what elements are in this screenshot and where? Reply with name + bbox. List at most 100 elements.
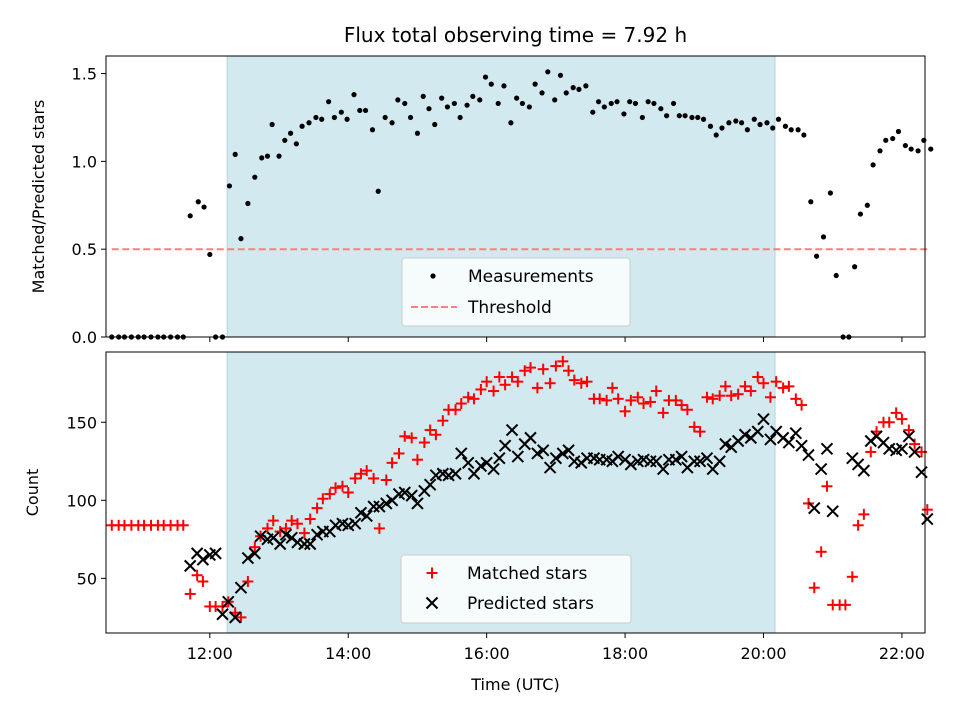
matched-star-point xyxy=(890,407,902,419)
matched-star-point xyxy=(524,362,536,374)
predicted-star-point xyxy=(209,547,222,560)
matched-star-point xyxy=(694,426,706,438)
matched-star-point xyxy=(475,383,487,395)
top-y-ticks: 0.0 0.5 1.0 1.5 xyxy=(72,65,106,347)
matched-star-point xyxy=(424,424,436,436)
measurement-point xyxy=(726,120,732,126)
matched-star-point xyxy=(324,488,336,500)
predicted-star-point xyxy=(556,447,570,460)
matched-star-point xyxy=(909,438,921,450)
matched-star-point xyxy=(544,377,556,389)
predicted-star-point xyxy=(373,500,386,513)
bottom-legend: Matched stars Predicted stars xyxy=(400,554,632,624)
predicted-star-point xyxy=(693,455,707,468)
measurement-point xyxy=(827,190,834,196)
matched-star-point xyxy=(846,571,858,583)
top-y-tick-label: 1.5 xyxy=(72,65,97,84)
predicted-star-point xyxy=(719,437,732,451)
measurement-point xyxy=(187,213,193,219)
measurement-point xyxy=(357,107,363,114)
matched-star-point xyxy=(455,398,467,410)
matched-star-point xyxy=(399,430,411,442)
predicted-star-point xyxy=(795,439,808,452)
predicted-star-point xyxy=(380,497,393,510)
predicted-star-point xyxy=(360,509,373,523)
legend-measurements-marker xyxy=(430,273,436,279)
matched-star-point xyxy=(493,371,505,383)
measurement-point xyxy=(514,95,520,101)
measurement-point xyxy=(770,125,776,131)
measurement-point xyxy=(795,127,801,133)
measurement-point xyxy=(695,114,701,121)
measurement-point xyxy=(645,99,651,105)
predicted-star-point xyxy=(921,512,934,526)
matched-star-point xyxy=(670,394,682,406)
measurement-point xyxy=(470,93,476,99)
matched-star-point xyxy=(368,472,380,484)
matched-star-point xyxy=(177,519,189,531)
matched-star-point xyxy=(267,515,279,527)
measurement-point xyxy=(482,74,489,80)
predicted-star-point xyxy=(524,431,537,445)
predicted-star-point xyxy=(764,433,777,446)
measurement-point xyxy=(432,121,438,128)
matched-star-point xyxy=(676,399,688,411)
matched-star-point xyxy=(249,541,261,553)
measurement-point xyxy=(813,253,820,259)
measurement-point xyxy=(488,81,494,87)
legend-threshold-label: Threshold xyxy=(467,298,552,318)
chart-title: Flux total observing time = 7.92 h xyxy=(344,23,687,47)
legend-matched-label: Matched stars xyxy=(467,564,587,584)
measurement-point xyxy=(658,106,664,112)
predicted-star-point xyxy=(895,442,909,455)
matched-star-point xyxy=(745,385,757,397)
predicted-star-point xyxy=(498,439,512,452)
measurement-point xyxy=(282,137,288,143)
measurement-point xyxy=(877,148,883,154)
predicted-star-point xyxy=(234,581,248,594)
measurement-point xyxy=(801,132,807,138)
measurement-point xyxy=(751,116,757,122)
matched-star-point xyxy=(481,376,493,388)
measurement-point xyxy=(713,132,719,138)
measurement-point xyxy=(808,199,814,205)
matched-star-point xyxy=(349,472,361,484)
measurement-point xyxy=(293,141,299,147)
matched-star-point xyxy=(519,365,531,377)
measurement-point xyxy=(700,116,707,122)
matched-star-point xyxy=(286,515,298,527)
bottom-y-axis-label: Count xyxy=(23,469,42,517)
predicted-star-point xyxy=(908,445,921,459)
measurement-point xyxy=(351,92,357,98)
matched-star-point xyxy=(373,522,385,534)
bottom-y-tick-label: 150 xyxy=(66,413,97,432)
predicted-star-point xyxy=(461,456,475,470)
legend-predicted-label: Predicted stars xyxy=(467,594,594,614)
measurement-point xyxy=(590,109,596,115)
top-axes-frame xyxy=(105,55,926,338)
matched-star-point xyxy=(575,377,587,389)
predicted-star-point xyxy=(808,501,821,515)
x-tick-label: 18:00 xyxy=(602,644,648,663)
matched-star-point xyxy=(714,390,726,402)
measurement-point xyxy=(464,102,470,108)
matched-star-point xyxy=(330,482,342,494)
matched-star-point xyxy=(688,421,700,433)
matched-star-point xyxy=(197,575,209,587)
predicted-star-point xyxy=(857,464,871,477)
measurement-point xyxy=(639,114,645,121)
measurement-point xyxy=(689,114,695,121)
predicted-star-point xyxy=(449,467,462,480)
measurement-point xyxy=(207,251,213,258)
predicted-star-point xyxy=(789,426,803,440)
predicted-star-point xyxy=(688,455,701,468)
matched-star-point xyxy=(184,588,196,600)
matched-star-point xyxy=(406,432,418,444)
bottom-legend-box xyxy=(400,554,632,624)
measurement-point xyxy=(344,116,350,122)
measurement-point xyxy=(788,127,794,133)
measurement-point xyxy=(269,121,275,128)
predicted-star-point xyxy=(700,451,714,465)
